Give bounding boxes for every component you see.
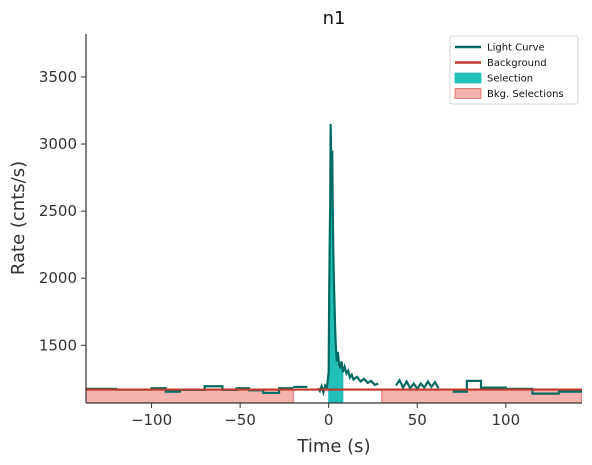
y-tick-label: 2500 [39, 202, 77, 220]
x-ticks: −100 −50 0 50 100 [131, 403, 520, 429]
legend-item-selection-label: Selection [487, 74, 533, 85]
bkg-selection-region-2 [381, 389, 582, 403]
chart-title: n1 [323, 8, 346, 29]
legend-item-light-curve-label: Light Curve [487, 43, 545, 54]
legend-item-bkg-selections-swatch [454, 88, 482, 99]
y-tick-label: 2000 [39, 269, 77, 287]
x-axis-label: Time (s) [296, 436, 370, 457]
legend-item-background-label: Background [487, 58, 547, 69]
bkg-selections-layer [86, 389, 582, 403]
legend: Light Curve Background Selection Bkg. Selec… [449, 35, 579, 105]
light-curve-segment-4 [395, 377, 440, 391]
y-tick-label: 1500 [39, 336, 77, 354]
legend-frame [449, 35, 579, 105]
x-tick-label: −100 [131, 411, 172, 429]
x-tick-label: 100 [492, 411, 521, 429]
x-tick-label: 50 [408, 411, 427, 429]
y-ticks: 1500 2000 2500 3000 3500 [39, 68, 86, 354]
y-tick-label: 3500 [39, 68, 77, 86]
x-tick-label: 0 [324, 411, 334, 429]
legend-item-bkg-selections-label: Bkg. Selections [487, 89, 564, 100]
y-tick-label: 3000 [39, 135, 77, 153]
x-tick-label: −50 [224, 411, 256, 429]
light-curve-segment-3 [317, 123, 379, 397]
y-axis-label: Rate (cnts/s) [8, 161, 29, 275]
light-curve-segment-5 [452, 379, 582, 395]
plot-area [86, 123, 582, 403]
legend-item-selection-swatch [454, 72, 482, 84]
